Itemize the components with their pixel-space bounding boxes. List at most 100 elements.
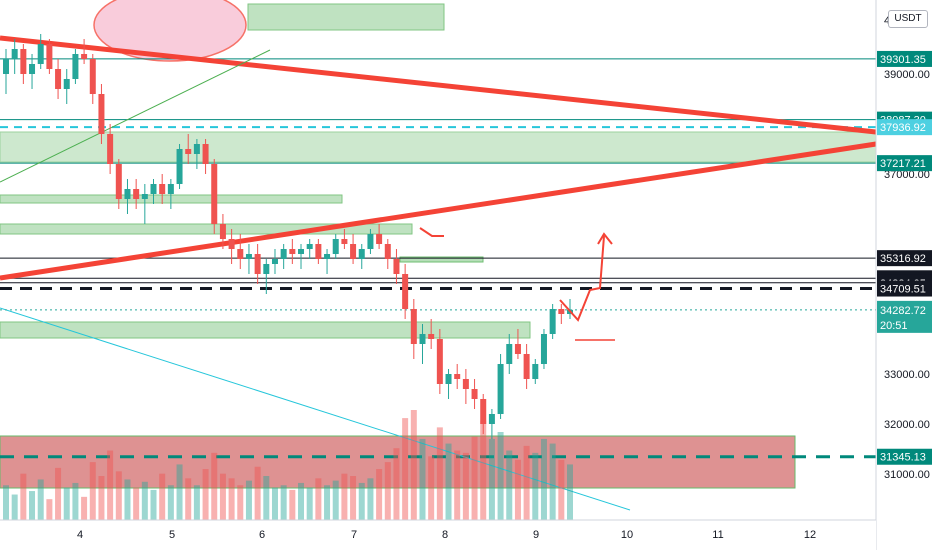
time-tick-label: 10 <box>621 529 633 541</box>
volume-bar <box>159 473 166 520</box>
candle-body <box>454 374 461 379</box>
volume-bar <box>280 485 287 520</box>
candle-body <box>497 364 504 414</box>
zone-small-2 <box>0 223 413 235</box>
volume-bar <box>263 476 270 520</box>
lines-layer <box>0 35 877 511</box>
volume-bar <box>20 473 27 520</box>
candle-body <box>159 184 166 194</box>
current-price-bg <box>877 300 932 333</box>
projection-arrowhead <box>597 232 613 245</box>
candle-body <box>280 249 287 259</box>
trendline-lower <box>0 141 877 281</box>
currency-badge[interactable]: USDT <box>888 10 928 28</box>
volume-bar <box>228 478 235 520</box>
countdown-label: 20:51 <box>880 320 908 332</box>
volume-bar <box>237 485 244 520</box>
volume-bar <box>462 452 469 520</box>
volume-bar <box>98 476 105 520</box>
volume-bar <box>37 479 44 520</box>
volume-bar <box>81 496 88 520</box>
current-price-label: 34282.72 <box>880 305 926 317</box>
volume-bar <box>384 462 391 520</box>
volume-bars <box>3 410 573 520</box>
arrow-mid <box>419 227 444 237</box>
candle-body <box>523 354 530 379</box>
time-tick-label: 9 <box>533 529 539 541</box>
candle-body <box>532 364 539 379</box>
candle-body <box>107 134 114 164</box>
volume-bar <box>193 485 200 520</box>
volume-bar <box>271 487 278 520</box>
price-labels: 39301.3538087.3037936.9237217.2135316.92… <box>877 50 932 465</box>
volume-bar <box>89 462 96 520</box>
supply-zone-top <box>247 3 445 31</box>
volume-bar <box>410 410 417 520</box>
candle-body <box>46 44 53 69</box>
candle-body <box>237 249 244 259</box>
volume-bar <box>185 478 192 520</box>
candle-body <box>228 239 235 249</box>
price-label-bg <box>877 448 932 465</box>
candle-body <box>185 149 192 154</box>
candle-body <box>298 249 305 254</box>
price-label: 34709.51 <box>880 284 926 296</box>
price-tick-label: 31000.00 <box>884 469 930 481</box>
volume-bar <box>445 443 452 520</box>
volume-bar <box>107 450 114 520</box>
candle-body <box>428 334 435 339</box>
price-label-bg <box>877 155 932 172</box>
candle-body <box>115 164 122 199</box>
candle-body <box>176 149 183 184</box>
volume-bar <box>402 418 409 520</box>
volume-bar <box>358 482 365 520</box>
volume-bar <box>549 443 556 520</box>
volume-bar <box>219 473 226 520</box>
price-label-bg <box>877 119 932 136</box>
candle-body <box>480 399 487 424</box>
candle-body <box>350 244 357 259</box>
candle-body <box>263 264 270 274</box>
volume-bar <box>55 467 62 520</box>
volume-bar <box>211 452 218 520</box>
volume-bar <box>11 494 18 520</box>
candle-body <box>506 344 513 364</box>
volume-bar <box>436 427 443 520</box>
time-axis-background <box>0 520 876 550</box>
time-tick-label: 11 <box>712 529 723 541</box>
volume-bar <box>29 491 36 520</box>
volume-bar <box>514 459 521 520</box>
candle-body <box>558 309 565 314</box>
volume-bar <box>393 448 400 520</box>
candle-body <box>245 254 252 259</box>
volume-bar <box>376 469 383 520</box>
volume-bar <box>167 485 174 520</box>
price-tick-label: 39000.00 <box>884 69 930 81</box>
price-tick-label: 37000.00 <box>884 169 930 181</box>
volume-bar <box>341 473 348 520</box>
candle-body <box>63 79 70 89</box>
candle-body <box>306 244 313 249</box>
candles <box>3 34 573 439</box>
currency-badge-label: USDT <box>894 13 922 24</box>
drawings <box>419 227 615 341</box>
time-axis[interactable]: 4 5 6 7 8 9 10 11 12 <box>0 519 876 550</box>
candle-body <box>324 254 331 259</box>
volume-bar <box>540 438 547 520</box>
candle-body <box>410 309 417 344</box>
candle-body <box>384 244 391 259</box>
candle-body <box>462 379 469 389</box>
volume-bar <box>176 464 183 520</box>
volume-bar <box>497 432 504 520</box>
volume-bar <box>324 485 331 520</box>
candle-body <box>341 239 348 244</box>
volume-bar <box>115 471 122 520</box>
candle-body <box>202 144 209 164</box>
volume-bar <box>3 485 9 520</box>
demand-zone <box>0 435 796 489</box>
candle-body <box>254 254 261 274</box>
candle-body <box>376 234 383 244</box>
volume-bar <box>471 436 478 520</box>
resistance-zone <box>0 131 877 163</box>
